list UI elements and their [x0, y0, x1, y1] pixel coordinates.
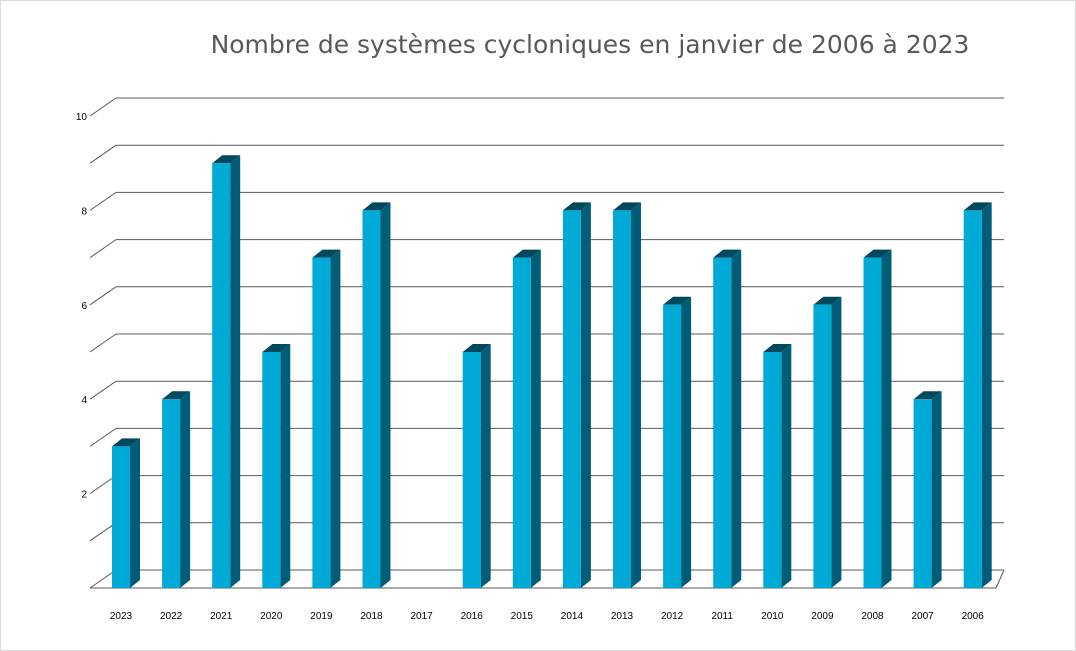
x-tick-label-2016: 2016 [461, 611, 484, 622]
bar-2016 [462, 344, 491, 588]
bar-2020 [262, 344, 291, 588]
x-tick-label-2014: 2014 [561, 611, 584, 622]
x-tick-label-2020: 2020 [260, 611, 283, 622]
bar-2011 [713, 249, 742, 588]
bar-2021 [212, 155, 241, 588]
x-tick-label-2015: 2015 [511, 611, 534, 622]
x-tick-label-2011: 2011 [711, 611, 733, 622]
gridline-7 [89, 239, 1004, 259]
bar-2013 [613, 202, 641, 588]
x-tick-label-2018: 2018 [360, 611, 383, 622]
bar-2015 [512, 249, 541, 588]
bar-2008 [863, 249, 892, 588]
bar-2019 [312, 249, 341, 588]
bar-2006 [963, 202, 992, 588]
x-tick-label-2006: 2006 [962, 611, 985, 622]
gridline-6 [89, 286, 1004, 306]
bar-2007 [913, 391, 942, 588]
y-tick-label-6: 6 [81, 301, 87, 312]
y-tick-label-4: 4 [81, 395, 87, 406]
x-tick-label-2008: 2008 [861, 611, 884, 622]
bar-2023 [112, 438, 140, 588]
bar-2009 [813, 296, 842, 588]
x-tick-label-2021: 2021 [210, 611, 233, 622]
bar-2012 [663, 296, 692, 588]
x-tick-label-2013: 2013 [611, 611, 634, 622]
x-tick-label-2023: 2023 [110, 611, 133, 622]
y-axis-ticks: 2 4 6 8 10 [76, 112, 88, 501]
y-tick-label-8: 8 [81, 206, 87, 217]
bar-2018 [362, 202, 391, 588]
x-tick-label-2022: 2022 [160, 611, 183, 622]
chart-title: Nombre de systèmes cycloniques en janvie… [210, 30, 970, 59]
x-tick-label-2019: 2019 [310, 611, 333, 622]
x-tick-label-2017: 2017 [410, 611, 433, 622]
gridline-10 [89, 97, 1004, 117]
gridline-5 [89, 333, 1004, 353]
gridline-8 [89, 191, 1004, 211]
x-tick-label-2012: 2012 [661, 611, 684, 622]
bar-2022 [162, 391, 191, 588]
x-tick-label-2010: 2010 [761, 611, 784, 622]
floor-right-edge [995, 569, 1005, 589]
bar-2010 [763, 344, 792, 588]
x-axis-labels: 2023 2022 2021 2020 2019 2018 2017 2016 2015 2014… [110, 611, 984, 622]
x-tick-label-2009: 2009 [811, 611, 834, 622]
x-tick-label-2007: 2007 [911, 611, 934, 622]
gridline-9 [89, 144, 1004, 164]
y-tick-label-10: 10 [76, 112, 88, 123]
bars [112, 155, 992, 588]
y-tick-label-2: 2 [81, 490, 87, 501]
bar-2014 [562, 202, 591, 588]
